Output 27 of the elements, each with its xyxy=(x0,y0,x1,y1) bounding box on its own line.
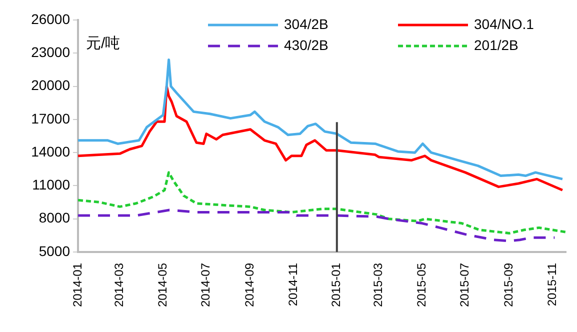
x-tick-label: 2014-03 xyxy=(112,262,126,308)
x-tick-label: 2014-09 xyxy=(242,262,257,308)
legend-label: 201/2B xyxy=(474,36,518,53)
x-tick-label: 2014-01 xyxy=(70,262,84,308)
y-tick-label: 23000 xyxy=(31,44,70,60)
x-tick-label: 2014-11 xyxy=(286,262,300,306)
line-series xyxy=(78,171,566,234)
y-tick-label: 26000 xyxy=(31,10,70,27)
y-tick-label: 11000 xyxy=(32,176,70,193)
x-tick-label: 2015-05 xyxy=(414,262,428,308)
y-tick-label: 20000 xyxy=(31,77,70,94)
line-series xyxy=(78,208,556,242)
y-tick-label: 5000 xyxy=(38,242,70,259)
legend-label: 304/NO.1 xyxy=(474,16,534,32)
legend-label: 304/2B xyxy=(284,16,328,32)
x-tick-label: 2014-05 xyxy=(155,262,170,308)
legend-label: 430/2B xyxy=(284,36,328,53)
y-tick-label: 8000 xyxy=(38,210,70,226)
y-tick-label: 14000 xyxy=(31,143,70,160)
x-tick-label: 2015-09 xyxy=(502,262,516,308)
x-tick-label: 2014-07 xyxy=(198,262,213,308)
y-axis-title: 元/吨 xyxy=(86,35,120,52)
y-tick-label: 17000 xyxy=(31,110,70,126)
x-tick-label: 2015-11 xyxy=(544,262,559,306)
x-tick-label: 2015-03 xyxy=(371,262,386,308)
x-tick-label: 2015-07 xyxy=(458,262,472,308)
x-tick-label: 2015-01 xyxy=(329,262,344,308)
